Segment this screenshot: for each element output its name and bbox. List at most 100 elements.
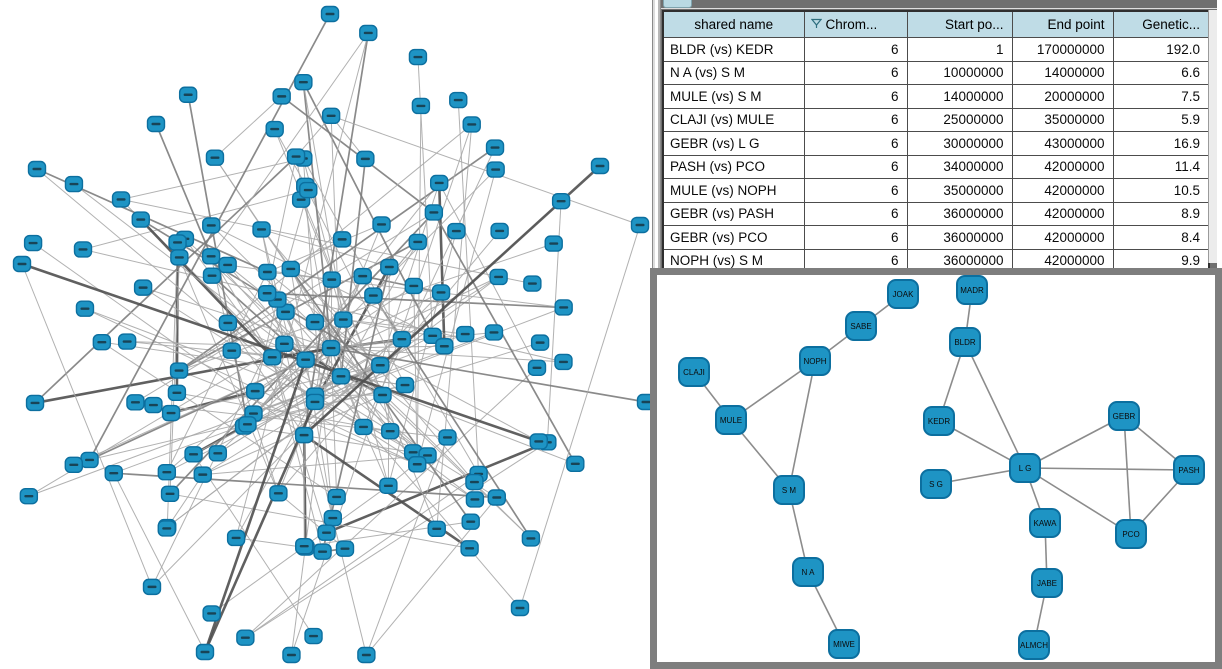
network-node[interactable] [157, 464, 177, 481]
network-node[interactable] [554, 299, 573, 316]
column-header-start-point[interactable]: Start po... [906, 10, 1013, 38]
network-node[interactable] [487, 489, 506, 506]
network-edge[interactable] [1024, 415, 1125, 469]
network-edge[interactable] [1024, 467, 1132, 535]
network-node[interactable] [111, 191, 131, 208]
network-node[interactable] [510, 599, 530, 617]
network-node[interactable] [317, 524, 336, 541]
network-node[interactable] [411, 97, 431, 115]
network-node[interactable] [160, 485, 180, 503]
network-node[interactable] [19, 487, 39, 505]
network-node[interactable] [353, 267, 372, 285]
network-node[interactable] [447, 222, 466, 240]
network-node[interactable] [395, 376, 415, 394]
network-node[interactable] [236, 629, 255, 646]
network-node-almch[interactable]: ALMCH [1018, 630, 1050, 660]
panel-splitter[interactable] [652, 0, 661, 268]
network-edge[interactable] [964, 341, 1026, 469]
network-node[interactable] [258, 263, 277, 281]
network-node[interactable] [12, 255, 32, 273]
network-node-n-a[interactable]: N A [792, 557, 824, 587]
network-node[interactable] [64, 175, 84, 193]
network-node[interactable] [208, 445, 228, 462]
table-row[interactable]: N A (vs) S M 6 10000000 14000000 6.6 [662, 60, 1210, 85]
column-header-chromosome[interactable]: Chrom... [803, 10, 908, 38]
network-node[interactable] [146, 115, 166, 133]
network-node[interactable] [486, 161, 505, 178]
network-node[interactable] [460, 540, 479, 557]
network-node[interactable] [320, 5, 340, 23]
network-node[interactable] [252, 221, 271, 238]
network-node[interactable] [364, 287, 383, 304]
network-node-gebr[interactable]: GEBR [1108, 401, 1140, 431]
network-node[interactable] [193, 466, 212, 483]
network-node[interactable] [554, 353, 573, 371]
network-node[interactable] [485, 139, 505, 156]
network-node[interactable] [126, 394, 145, 411]
network-node[interactable] [359, 24, 378, 42]
network-node-s-g[interactable]: S G [920, 469, 952, 499]
network-node[interactable] [64, 456, 83, 474]
network-node-claji[interactable]: CLAJI [678, 357, 710, 387]
network-node[interactable] [92, 333, 112, 351]
network-node[interactable] [431, 284, 451, 301]
table-row[interactable]: MULE (vs) S M 6 14000000 20000000 7.5 [662, 84, 1210, 109]
network-node[interactable] [202, 605, 221, 622]
network-node[interactable] [521, 530, 541, 547]
column-header-end-point[interactable]: End point [1011, 10, 1114, 38]
network-edge[interactable] [1024, 467, 1190, 471]
network-node[interactable] [305, 313, 325, 331]
network-node-mule[interactable]: MULE [715, 405, 747, 435]
network-node[interactable] [489, 268, 508, 286]
network-node[interactable] [117, 333, 137, 350]
table-row[interactable]: BLDR (vs) KEDR 6 1 170000000 192.0 [662, 37, 1210, 62]
network-node[interactable] [167, 384, 187, 402]
network-node-noph[interactable]: NOPH [799, 346, 831, 376]
network-node[interactable] [354, 418, 373, 436]
main-network-canvas[interactable] [0, 0, 652, 669]
network-node[interactable] [490, 222, 509, 240]
network-node[interactable] [282, 646, 301, 664]
network-node[interactable] [408, 456, 427, 473]
network-node[interactable] [286, 148, 306, 165]
table-row[interactable]: MULE (vs) NOPH 6 35000000 42000000 10.5 [662, 178, 1210, 203]
network-node[interactable] [202, 217, 221, 234]
network-node[interactable] [372, 216, 391, 233]
network-node[interactable] [294, 426, 314, 444]
sub-network-canvas[interactable]: JOAK SABE NOPH CLAJI MULE MADR BLDR KEDR GEBR L G… [657, 275, 1215, 662]
network-node[interactable] [408, 233, 427, 251]
network-node[interactable] [379, 477, 398, 494]
network-edge[interactable] [1123, 415, 1132, 535]
network-node[interactable] [408, 48, 428, 66]
network-node[interactable] [142, 578, 162, 596]
network-node[interactable] [357, 646, 376, 664]
network-node[interactable] [205, 149, 225, 166]
network-node[interactable] [322, 271, 341, 288]
network-node[interactable] [275, 335, 294, 353]
network-node[interactable] [218, 314, 238, 332]
network-node[interactable] [424, 204, 444, 221]
network-node[interactable] [429, 174, 449, 192]
network-node[interactable] [438, 429, 457, 446]
network-node[interactable] [392, 330, 412, 348]
network-node-jabe[interactable]: JABE [1031, 568, 1063, 598]
network-node[interactable] [222, 342, 241, 359]
network-node[interactable] [27, 160, 47, 178]
network-node[interactable] [321, 339, 341, 357]
network-node-bldr[interactable]: BLDR [949, 327, 981, 357]
network-node[interactable] [423, 327, 442, 345]
network-node[interactable] [131, 211, 150, 228]
network-node[interactable] [168, 234, 187, 251]
network-node[interactable] [435, 338, 454, 355]
network-node[interactable] [161, 404, 181, 422]
network-node[interactable] [269, 485, 288, 502]
network-node[interactable] [178, 86, 198, 103]
network-node[interactable] [313, 543, 332, 560]
network-node[interactable] [462, 116, 481, 133]
network-node[interactable] [133, 279, 153, 296]
main-network-view[interactable] [0, 0, 652, 669]
network-node-madr[interactable]: MADR [956, 275, 988, 305]
filter-icon[interactable] [810, 17, 822, 32]
network-node[interactable] [157, 520, 176, 537]
network-node[interactable] [404, 277, 424, 295]
